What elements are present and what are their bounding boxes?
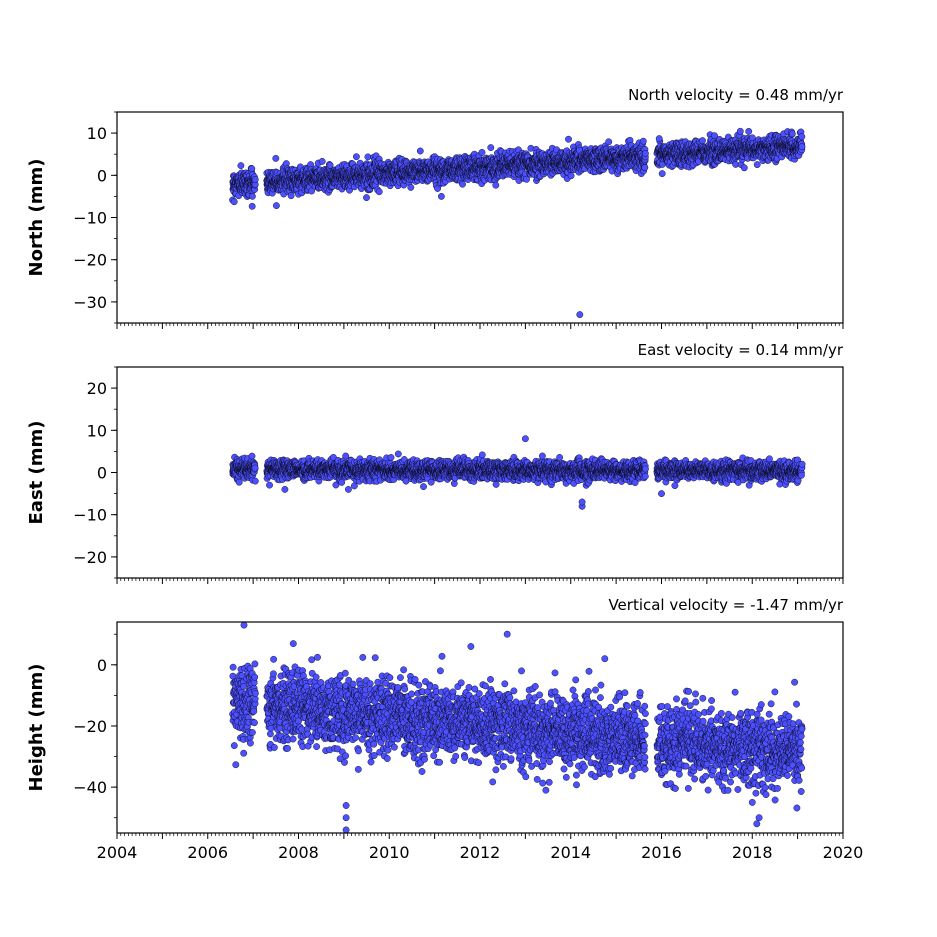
data-points: [229, 127, 806, 318]
east-panel: East velocity = 0.14 mm/yr20100−10−20Eas…: [26, 341, 844, 584]
data-point: [318, 157, 326, 165]
data-point: [387, 454, 395, 461]
data-point: [641, 164, 649, 172]
data-point: [459, 180, 466, 188]
data-point: [567, 172, 575, 180]
data-point: [788, 130, 796, 138]
data-point: [639, 137, 647, 145]
data-point: [375, 188, 383, 196]
data-point: [605, 138, 613, 146]
data-point: [248, 192, 256, 200]
data-point: [251, 477, 259, 485]
data-point: [230, 198, 238, 206]
data-point: [565, 135, 572, 143]
outlier-point: [272, 154, 280, 162]
data-point: [235, 478, 243, 486]
data-point: [642, 149, 649, 157]
data-point: [394, 450, 402, 458]
data-points: [229, 435, 806, 510]
y-tick-label: −10: [73, 209, 107, 228]
north-panel: North velocity = 0.48 mm/yr 10 0 −10 −20 −30 N…: [26, 86, 844, 329]
data-point: [745, 127, 753, 135]
data-point: [248, 452, 256, 460]
y-axis-label: North (mm): [26, 159, 47, 277]
y-tick-label: 0: [97, 166, 107, 185]
data-point: [478, 148, 486, 156]
y-tick-label: −30: [73, 293, 107, 312]
data-point: [492, 181, 500, 189]
data-point: [272, 202, 280, 210]
data-point: [487, 144, 495, 152]
data-point: [237, 162, 245, 170]
data-point: [416, 147, 424, 155]
data-point: [699, 137, 706, 145]
outlier-point: [655, 135, 663, 143]
outlier-point: [576, 311, 584, 318]
data-point: [266, 481, 273, 489]
panel-title: East velocity = 0.14 mm/yr: [638, 341, 844, 359]
data-point: [352, 153, 360, 161]
data-point: [248, 165, 256, 173]
data-point: [736, 127, 744, 135]
data-point: [798, 133, 806, 141]
data-point: [251, 464, 259, 472]
data-point: [363, 194, 370, 202]
y-tick-label: −20: [73, 251, 107, 270]
data-point: [798, 143, 806, 151]
data-point: [326, 161, 334, 169]
data-point: [740, 164, 748, 172]
data-point: [342, 452, 350, 460]
data-point: [523, 175, 530, 183]
panel-title: North velocity = 0.48 mm/yr: [628, 86, 844, 104]
data-point: [407, 183, 415, 191]
data-point: [248, 202, 256, 210]
outlier-point: [437, 192, 445, 200]
y-tick-label: 10: [87, 124, 107, 143]
data-point: [287, 192, 295, 200]
data-point: [251, 176, 259, 183]
data-point: [308, 187, 315, 195]
data-point: [753, 161, 761, 169]
data-point: [364, 153, 372, 161]
data-point: [658, 170, 666, 178]
